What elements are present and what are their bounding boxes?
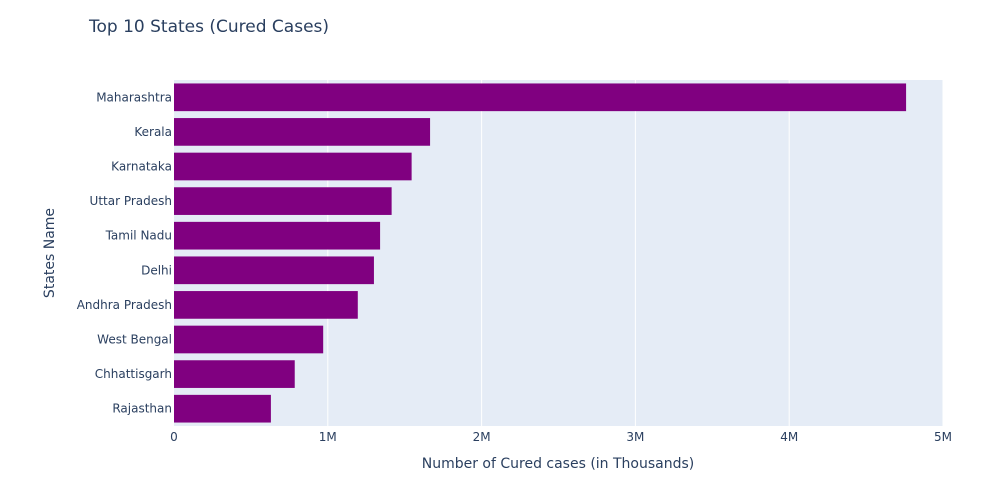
bar-maharashtra[interactable] xyxy=(174,83,907,112)
bar-delhi[interactable] xyxy=(174,256,374,285)
y-axis-title: States Name xyxy=(42,208,58,298)
bar-chhattisgarh[interactable] xyxy=(174,360,295,388)
bars xyxy=(174,83,907,423)
bar-kerala[interactable] xyxy=(174,118,431,146)
y-tick-label: Delhi xyxy=(141,263,172,277)
y-tick-label: Rajasthan xyxy=(112,402,172,416)
x-tick-label: 5M xyxy=(934,430,952,444)
y-tick-label: Karnataka xyxy=(111,160,172,174)
x-tick-label: 1M xyxy=(319,430,337,444)
chart-title: Top 10 States (Cured Cases) xyxy=(88,17,329,37)
x-axis-ticks: 0 1M 2M 3M 4M 5M xyxy=(170,430,952,444)
y-tick-label: West Bengal xyxy=(97,333,172,347)
y-tick-label: Chhattisgarh xyxy=(95,367,172,381)
x-tick-label: 4M xyxy=(780,430,798,444)
bar-andhra-pradesh[interactable] xyxy=(174,291,358,319)
bar-tamil-nadu[interactable] xyxy=(174,221,381,250)
y-tick-label: Andhra Pradesh xyxy=(77,298,172,312)
bar-west-bengal[interactable] xyxy=(174,325,324,354)
y-tick-label: Uttar Pradesh xyxy=(90,194,172,208)
bar-karnataka[interactable] xyxy=(174,152,412,181)
bar-uttar-pradesh[interactable] xyxy=(174,187,392,215)
y-tick-label: Maharashtra xyxy=(96,90,172,104)
x-axis-title: Number of Cured cases (in Thousands) xyxy=(422,456,695,472)
x-tick-label: 3M xyxy=(626,430,644,444)
x-tick-label: 2M xyxy=(473,430,491,444)
x-tick-label: 0 xyxy=(170,430,178,444)
bar-rajasthan[interactable] xyxy=(174,394,271,423)
y-tick-label: Kerala xyxy=(134,125,172,139)
y-tick-label: Tamil Nadu xyxy=(105,229,172,243)
y-axis-ticks: Maharashtra Kerala Karnataka Uttar Pradesh T… xyxy=(77,90,172,415)
